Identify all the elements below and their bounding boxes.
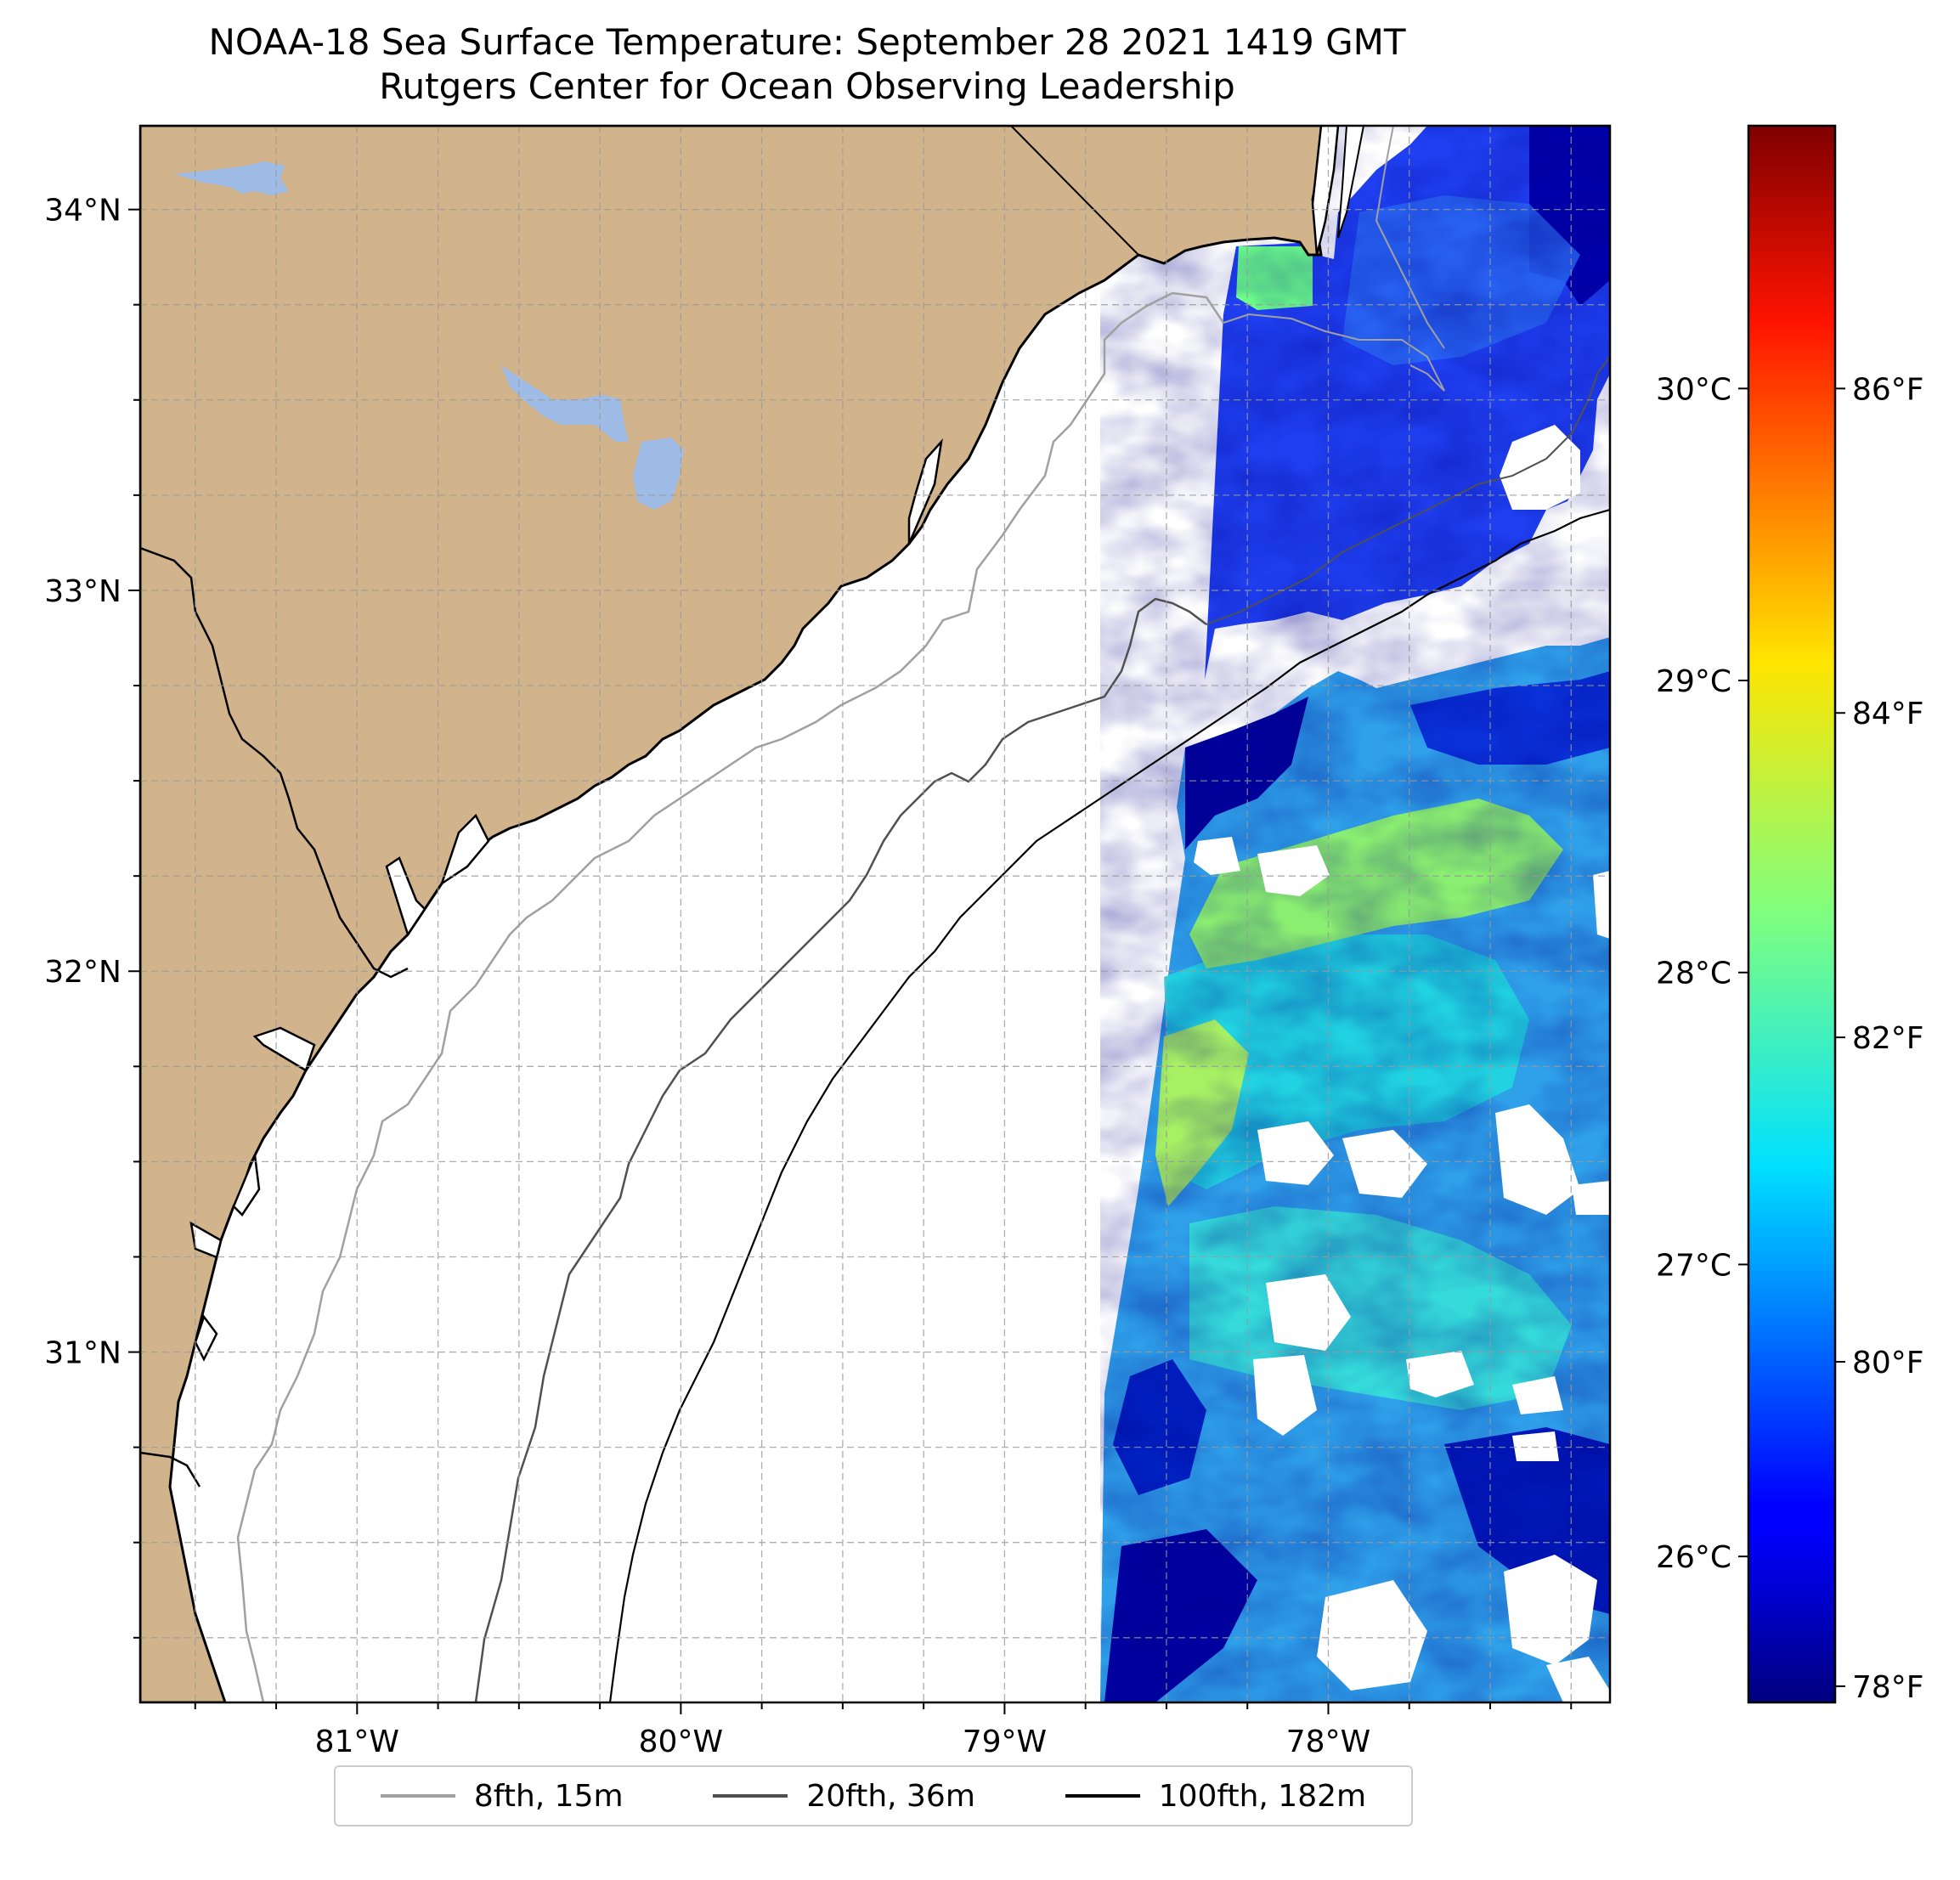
title-line-1: NOAA-18 Sea Surface Temperature: Septemb…	[208, 21, 1406, 63]
estuary-5	[189, 1221, 223, 1259]
x-tick-label: 81°W	[315, 1725, 399, 1759]
title-line-2: Rutgers Center for Ocean Observing Leade…	[379, 65, 1235, 107]
legend-label-8fth: 8fth, 15m	[473, 1778, 624, 1814]
cloud-hole-11	[1512, 1376, 1563, 1414]
isobath-100fth	[608, 508, 1610, 1702]
lake-marion	[501, 365, 629, 442]
colorbar-fahrenheit-label: 82°F	[1852, 1021, 1924, 1056]
estuary-3	[439, 813, 490, 887]
colorbar-celsius-label: 26°C	[1656, 1540, 1731, 1575]
cloud-hole-15	[1317, 1580, 1427, 1691]
cloud-hole-13	[1512, 1431, 1559, 1461]
y-tick-label: 34°N	[44, 194, 121, 229]
lake-moultrie	[633, 438, 684, 510]
isobath-north-branch	[1223, 313, 1445, 392]
estuary-4	[252, 1026, 316, 1072]
colorbar-fahrenheit-label: 78°F	[1852, 1670, 1924, 1705]
isobath-north-branch-2	[1375, 126, 1445, 349]
legend-swatch-100fth	[1065, 1794, 1140, 1798]
grid-lines	[140, 126, 1610, 1702]
chart-title: NOAA-18 Sea Surface Temperature: Septemb…	[0, 20, 1614, 109]
estuary-2	[385, 856, 426, 937]
ga-fl-border	[140, 1451, 201, 1488]
legend-item-100fth: 100fth, 182m	[1065, 1779, 1366, 1814]
colorbar	[1747, 124, 1837, 1704]
legend-label-100fth: 100fth, 182m	[1158, 1778, 1367, 1814]
colorbar-celsius-label: 27°C	[1656, 1248, 1731, 1283]
colorbar-fahrenheit-label: 86°F	[1852, 372, 1924, 407]
cloud-hole-9	[1266, 1274, 1351, 1351]
y-tick-label: 31°N	[44, 1336, 121, 1371]
cloud-hole-6	[1342, 1130, 1427, 1198]
cloud-hole-4	[1593, 871, 1610, 939]
north-coast-inlet	[1311, 126, 1340, 256]
plot-frame	[138, 124, 1612, 1704]
cloud-hole-7	[1495, 1104, 1580, 1215]
legend-item-8fth: 8fth, 15m	[380, 1778, 624, 1814]
plot-area	[140, 126, 1610, 1702]
legend-item-20fth: 20fth, 36m	[713, 1779, 975, 1814]
cloud-hole-2	[1194, 837, 1240, 875]
cloud-hole-8	[1572, 1181, 1610, 1215]
estuary-7	[194, 1314, 218, 1362]
legend-swatch-20fth	[713, 1794, 788, 1798]
x-axis-ticks: 81°W 80°W 79°W 78°W	[194, 1702, 1573, 1759]
y-axis-ticks: 34°N 33°N 32°N 31°N	[44, 194, 140, 1639]
state-border	[1010, 126, 1139, 256]
x-tick-label: 78°W	[1286, 1725, 1370, 1759]
colorbar-fahrenheit-label: 84°F	[1852, 697, 1924, 731]
x-tick-label: 80°W	[639, 1725, 723, 1759]
y-tick-label: 33°N	[44, 574, 121, 609]
estuary-1	[907, 438, 943, 545]
cloud-hole-10	[1406, 1351, 1474, 1397]
colorbar-celsius-label: 29°C	[1656, 664, 1731, 699]
sst-swath	[1100, 126, 1610, 1702]
isobath-20fth-north	[1206, 356, 1610, 625]
isobath-20fth	[474, 597, 1207, 1702]
colorbar-celsius-label: 30°C	[1656, 372, 1731, 407]
legend-label-20fth: 20fth, 36m	[806, 1778, 975, 1814]
isobath-legend: 8fth, 15m 20fth, 36m 100fth, 182m	[334, 1765, 1413, 1826]
colorbar-fahrenheit-label: 80°F	[1852, 1346, 1924, 1380]
y-tick-label: 32°N	[44, 955, 121, 990]
colorbar-ticks: 26°C 27°C 28°C 29°C 30°C 78°F 80°F 82°F 84°F 86°F	[1656, 372, 1923, 1705]
legend-swatch-8fth	[380, 1794, 455, 1798]
isobath-8fth	[236, 291, 1225, 1702]
cloud-hole-5	[1257, 1121, 1334, 1185]
land-mass	[140, 126, 1327, 1702]
sst-texture	[1100, 126, 1610, 1702]
x-tick-label: 79°W	[963, 1725, 1047, 1759]
colorbar-celsius-label: 28°C	[1656, 957, 1731, 991]
lake-north	[174, 161, 289, 195]
estuary-6	[232, 1151, 261, 1217]
cloud-hole-12	[1253, 1355, 1317, 1436]
cloud-hole-16	[1546, 1657, 1610, 1702]
cloud-hole-3	[1257, 845, 1330, 896]
